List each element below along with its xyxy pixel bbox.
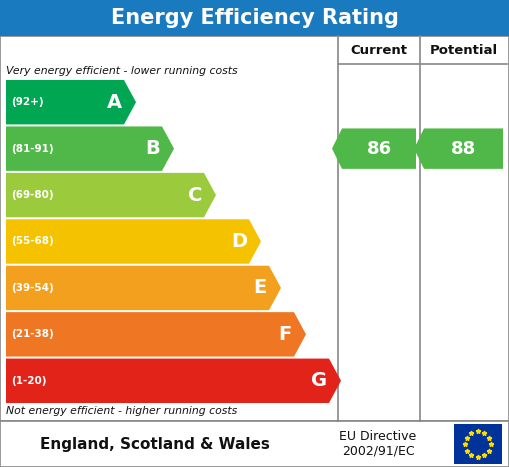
Text: (1-20): (1-20) bbox=[11, 376, 46, 386]
Text: (81-91): (81-91) bbox=[11, 144, 53, 154]
Polygon shape bbox=[414, 128, 503, 169]
Polygon shape bbox=[332, 128, 416, 169]
Text: EU Directive
2002/91/EC: EU Directive 2002/91/EC bbox=[340, 430, 417, 458]
Text: Very energy efficient - lower running costs: Very energy efficient - lower running co… bbox=[6, 66, 238, 76]
Bar bbox=[454, 424, 502, 464]
Polygon shape bbox=[6, 127, 174, 171]
Text: Potential: Potential bbox=[430, 43, 498, 57]
Text: 88: 88 bbox=[451, 140, 476, 158]
Polygon shape bbox=[6, 173, 216, 217]
Bar bbox=[0, 0, 509, 36]
Text: England, Scotland & Wales: England, Scotland & Wales bbox=[40, 437, 270, 452]
Text: (55-68): (55-68) bbox=[11, 236, 54, 247]
Text: Energy Efficiency Rating: Energy Efficiency Rating bbox=[110, 8, 399, 28]
Bar bbox=[0, 36, 509, 421]
Text: D: D bbox=[231, 232, 247, 251]
Polygon shape bbox=[6, 359, 341, 403]
Text: B: B bbox=[145, 139, 160, 158]
Text: Not energy efficient - higher running costs: Not energy efficient - higher running co… bbox=[6, 406, 237, 416]
Text: (92+): (92+) bbox=[11, 97, 44, 107]
Text: C: C bbox=[188, 185, 202, 205]
Text: F: F bbox=[279, 325, 292, 344]
Polygon shape bbox=[6, 312, 306, 357]
Polygon shape bbox=[6, 219, 261, 264]
Text: (39-54): (39-54) bbox=[11, 283, 54, 293]
Text: E: E bbox=[254, 278, 267, 297]
Text: G: G bbox=[311, 371, 327, 390]
Text: A: A bbox=[107, 93, 122, 112]
Text: Current: Current bbox=[351, 43, 408, 57]
Bar bbox=[0, 421, 509, 467]
Text: (69-80): (69-80) bbox=[11, 190, 53, 200]
Text: (21-38): (21-38) bbox=[11, 329, 54, 340]
Polygon shape bbox=[6, 266, 281, 310]
Text: 86: 86 bbox=[366, 140, 391, 158]
Polygon shape bbox=[6, 80, 136, 124]
